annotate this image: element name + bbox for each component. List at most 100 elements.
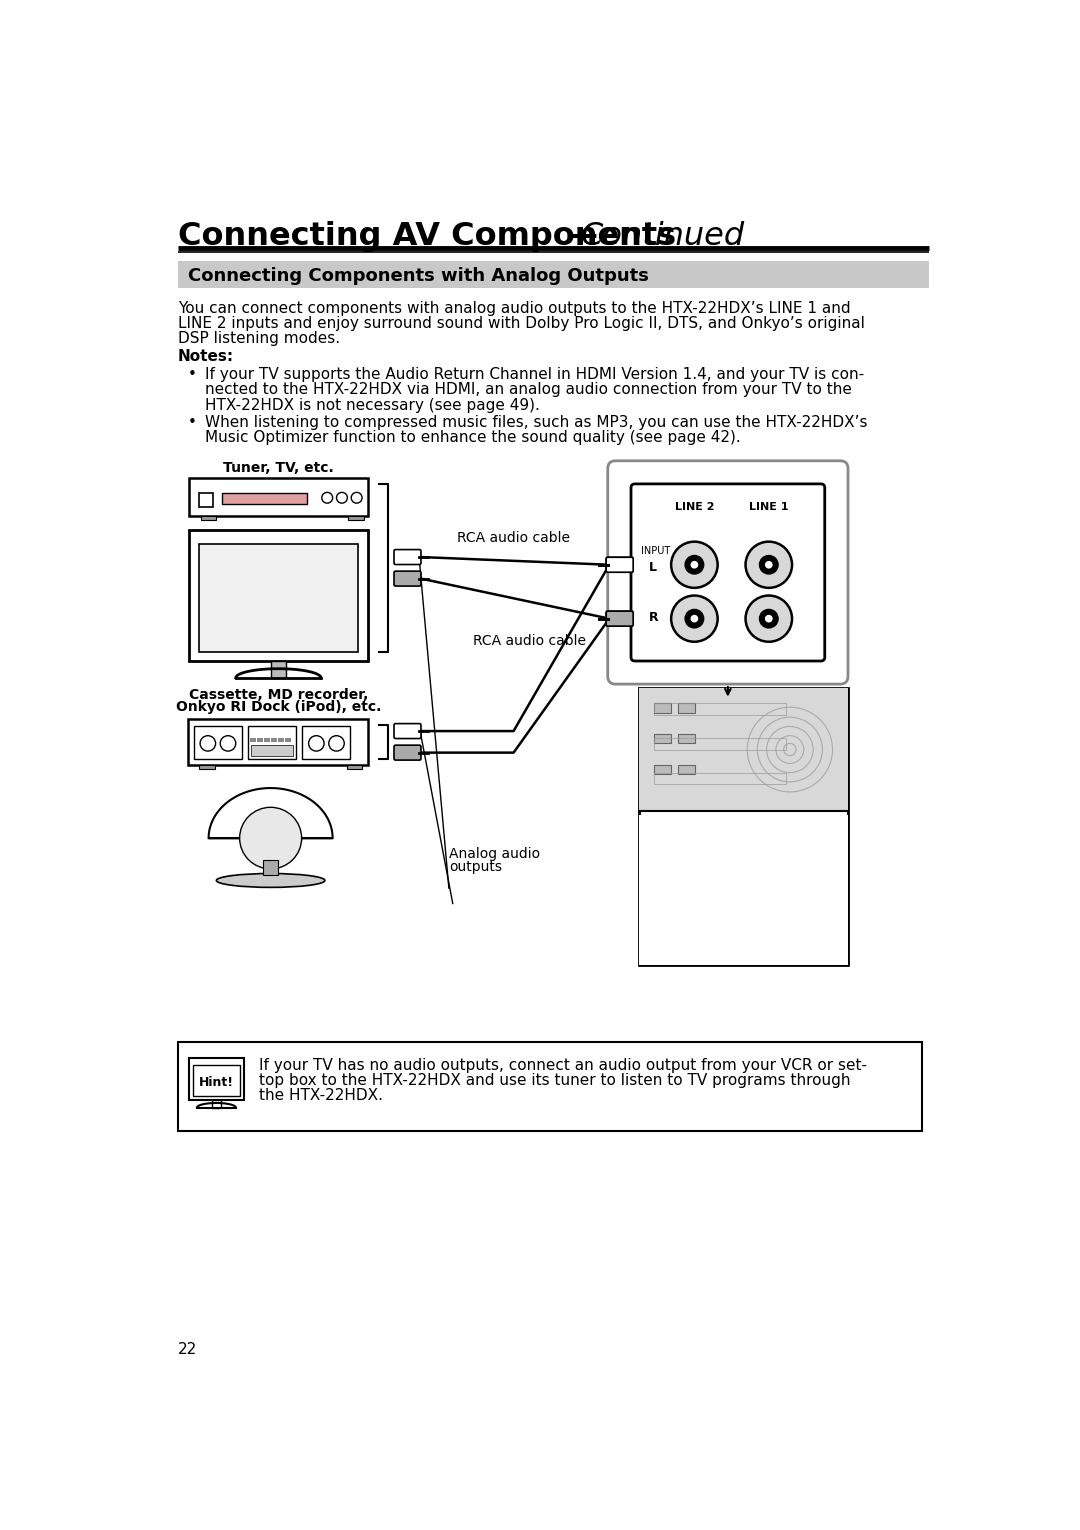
Text: LINE 2 inputs and enjoy surround sound with Dolby Pro Logic II, DTS, and Onkyo’s: LINE 2 inputs and enjoy surround sound w… [177, 317, 864, 330]
Bar [248, 727, 296, 759]
Circle shape [200, 736, 216, 751]
FancyBboxPatch shape [394, 549, 421, 565]
Bar [189, 529, 367, 661]
Bar [654, 773, 786, 785]
FancyBboxPatch shape [606, 557, 633, 572]
Bar [189, 477, 367, 516]
Bar [638, 688, 848, 965]
FancyBboxPatch shape [606, 557, 633, 572]
Text: INPUT: INPUT [642, 546, 671, 555]
Circle shape [337, 493, 348, 503]
Circle shape [745, 542, 792, 588]
FancyBboxPatch shape [608, 461, 848, 684]
Bar [347, 765, 362, 768]
Text: RCA audio cable: RCA audio cable [457, 531, 570, 546]
Bar [199, 545, 359, 652]
Circle shape [351, 493, 362, 503]
Circle shape [745, 595, 792, 641]
Polygon shape [208, 788, 333, 838]
Bar [302, 727, 350, 759]
Circle shape [671, 595, 717, 641]
Text: Music Optimizer function to enhance the sound quality (see page 42).: Music Optimizer function to enhance the … [205, 430, 741, 445]
Bar [279, 737, 284, 742]
Bar [271, 737, 276, 742]
Circle shape [328, 736, 345, 751]
Bar [677, 734, 694, 744]
Bar [177, 260, 930, 288]
Bar [285, 737, 291, 742]
Bar [677, 704, 694, 713]
Text: Tuner, TV, etc.: Tuner, TV, etc. [222, 461, 334, 474]
Text: If your TV supports the Audio Return Channel in HDMI Version 1.4, and your TV is: If your TV supports the Audio Return Cha… [205, 367, 864, 382]
Bar [638, 688, 848, 811]
Text: Connecting AV Components: Connecting AV Components [177, 220, 676, 251]
Bar [348, 516, 364, 520]
FancyBboxPatch shape [606, 610, 633, 626]
Text: Connecting Components with Analog Outputs: Connecting Components with Analog Output… [188, 266, 649, 285]
FancyBboxPatch shape [394, 745, 421, 760]
Circle shape [765, 562, 772, 569]
Text: Onkyo RI Dock (iPod), etc.: Onkyo RI Dock (iPod), etc. [176, 701, 381, 715]
Circle shape [690, 615, 699, 623]
Bar [654, 704, 786, 715]
Text: R: R [649, 610, 659, 624]
Circle shape [759, 609, 778, 627]
Bar [189, 1057, 243, 1100]
Bar [177, 1042, 921, 1131]
Text: Hint!: Hint! [199, 1076, 234, 1089]
Text: When listening to compressed music files, such as MP3, you can use the HTX-22HDX: When listening to compressed music files… [205, 415, 867, 430]
Bar [654, 737, 786, 750]
Bar [251, 737, 256, 742]
Circle shape [759, 555, 778, 574]
Circle shape [240, 808, 301, 869]
Text: —: — [565, 220, 597, 251]
FancyBboxPatch shape [394, 724, 421, 739]
Circle shape [765, 615, 772, 623]
Circle shape [671, 542, 717, 588]
Circle shape [322, 493, 333, 503]
Bar [188, 719, 367, 765]
Text: 22: 22 [177, 1342, 197, 1357]
Circle shape [690, 562, 699, 569]
Circle shape [685, 555, 704, 574]
Text: LINE 1: LINE 1 [750, 502, 788, 511]
Text: HTX-22HDX is not necessary (see page 49).: HTX-22HDX is not necessary (see page 49)… [205, 398, 540, 413]
Bar [638, 815, 848, 965]
Text: Notes:: Notes: [177, 349, 233, 364]
Text: Cassette, MD recorder,: Cassette, MD recorder, [189, 688, 368, 702]
Text: LINE 2: LINE 2 [675, 502, 714, 511]
Text: outputs: outputs [449, 860, 502, 874]
Bar [262, 860, 279, 875]
Bar [654, 765, 672, 774]
Text: nected to the HTX-22HDX via HDMI, an analog audio connection from your TV to the: nected to the HTX-22HDX via HDMI, an ana… [205, 382, 852, 398]
Text: •: • [188, 367, 197, 382]
Bar [257, 737, 262, 742]
Bar [199, 493, 213, 506]
Text: the HTX-22HDX.: the HTX-22HDX. [259, 1088, 383, 1103]
Text: You can connect components with analog audio outputs to the HTX-22HDX’s LINE 1 a: You can connect components with analog a… [177, 300, 850, 315]
Bar [677, 765, 694, 774]
FancyBboxPatch shape [394, 571, 421, 586]
Bar [201, 516, 216, 520]
Bar [654, 704, 672, 713]
FancyBboxPatch shape [606, 610, 633, 626]
Text: RCA audio cable: RCA audio cable [473, 633, 585, 647]
Text: •: • [188, 415, 197, 430]
Text: top box to the HTX-22HDX and use its tuner to listen to TV programs through: top box to the HTX-22HDX and use its tun… [259, 1073, 851, 1088]
Text: Analog audio: Analog audio [449, 848, 540, 861]
Circle shape [220, 736, 235, 751]
Bar [252, 745, 293, 756]
Bar [194, 727, 242, 759]
Circle shape [309, 736, 324, 751]
Text: L: L [649, 562, 657, 574]
Bar [265, 737, 270, 742]
Text: If your TV has no audio outputs, connect an audio output from your VCR or set-: If your TV has no audio outputs, connect… [259, 1057, 867, 1073]
Bar [221, 493, 307, 503]
Bar [200, 765, 215, 768]
Bar [212, 1100, 221, 1108]
FancyBboxPatch shape [631, 483, 825, 661]
Bar [654, 734, 672, 744]
Ellipse shape [216, 874, 325, 887]
Circle shape [685, 609, 704, 627]
Text: DSP listening modes.: DSP listening modes. [177, 332, 340, 346]
